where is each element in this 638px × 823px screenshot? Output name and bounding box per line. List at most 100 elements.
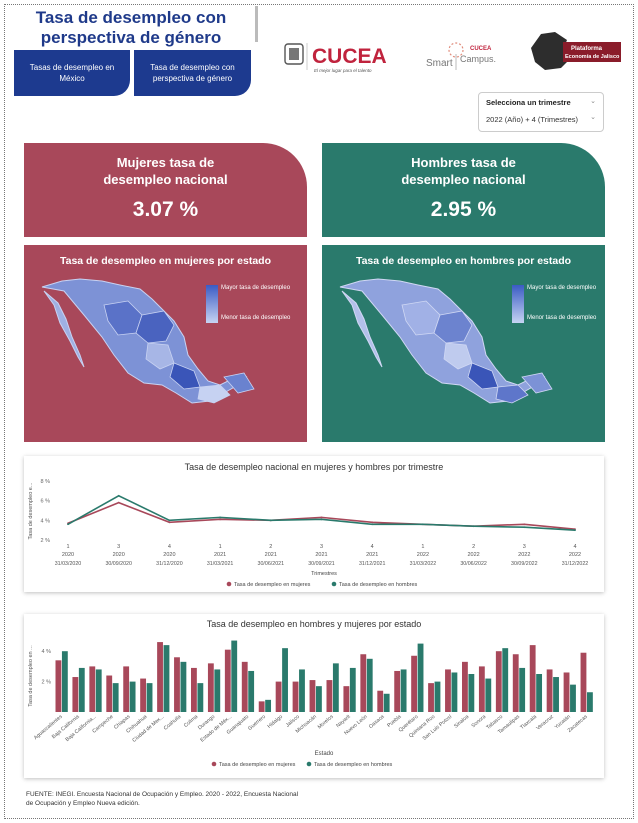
x-tick-quarter: 1 <box>219 544 222 550</box>
bar-women <box>529 645 536 712</box>
kpi-card-men: Hombres tasa de desempleo nacional 2.95 … <box>322 143 605 237</box>
bar-men <box>248 670 255 712</box>
x-tick-label: Oaxaca <box>368 714 386 730</box>
x-axis-label: Estado <box>315 751 334 757</box>
page-title: Tasa de desempleo con perspectiva de gén… <box>35 8 227 47</box>
legend-gradient <box>512 285 524 323</box>
bar-men <box>570 684 576 712</box>
bar-women <box>580 652 587 712</box>
data-point <box>168 521 171 524</box>
data-point <box>574 529 576 532</box>
quarter-selector[interactable]: Selecciona un trimestre ⌄ 2022 (Año) + 4… <box>478 92 604 132</box>
bar-men <box>78 667 85 712</box>
bar-women <box>157 642 163 712</box>
bar-women <box>275 681 282 712</box>
data-point <box>219 518 222 521</box>
footer-line-2: de Ocupación y Empleo Nueva edición. <box>26 800 140 807</box>
x-tick-quarter: 4 <box>168 544 171 550</box>
bar-women <box>462 661 468 712</box>
x-tick-year: 2021 <box>315 552 327 558</box>
y-axis-label: Tasa de desempleo en ... <box>28 645 34 707</box>
line-chart-card: Tasa de desempleo nacional en mujeres y … <box>24 456 604 592</box>
x-tick-date: 31/12/2020 <box>156 561 183 567</box>
bar-men <box>180 661 187 712</box>
x-tick-date: 31/12/2021 <box>359 561 386 567</box>
bar-women <box>191 667 197 712</box>
x-tick-year: 2021 <box>265 552 277 558</box>
bar-women <box>292 681 299 712</box>
plat-text-1: Plataforma <box>571 46 603 52</box>
bar-men <box>485 678 492 712</box>
mexico-map-women[interactable] <box>24 245 307 442</box>
series-line-women <box>67 501 576 530</box>
bar-men <box>61 651 68 712</box>
x-tick-date: 31/12/2022 <box>562 561 589 567</box>
x-tick-quarter: 3 <box>117 544 120 550</box>
bar-women <box>411 655 418 712</box>
x-tick-label: Ciudad de Mex... <box>131 714 165 744</box>
legend-label: Tasa de desempleo en mujeres <box>234 582 311 588</box>
bar-women <box>106 675 113 712</box>
nav-button-genero[interactable]: Tasa de desempleo con perspectiva de gén… <box>134 50 251 96</box>
x-tick-year: 2021 <box>214 552 226 558</box>
legend-marker-men <box>331 581 337 587</box>
bar-women <box>478 666 485 712</box>
x-tick-date: 31/03/2021 <box>207 561 234 567</box>
x-tick-quarter: 1 <box>421 544 424 550</box>
bar-men <box>146 683 153 712</box>
bar-women <box>377 690 384 712</box>
x-tick-label: Coahuila <box>163 714 183 732</box>
data-point <box>523 526 526 529</box>
cucea-tagline: El mejor lugar para el talento <box>314 68 372 73</box>
x-tick-label: Sinaloa <box>453 714 470 730</box>
kpi-women-title: Mujeres tasa de desempleo nacional <box>103 155 228 187</box>
page-frame <box>4 4 634 819</box>
plataforma-logo: Plataforma Economía de Jalisco <box>531 32 621 70</box>
line-chart[interactable]: Tasa de desempleo nacional en mujeres y … <box>24 456 604 592</box>
bar-men <box>129 681 136 712</box>
bar-women <box>55 660 62 712</box>
x-tick-quarter: 4 <box>371 544 374 550</box>
x-tick-quarter: 3 <box>523 544 526 550</box>
bar-women <box>309 680 316 712</box>
mexico-map-men[interactable] <box>322 245 605 442</box>
bar-women <box>140 678 147 712</box>
bar-women <box>343 686 350 712</box>
y-tick-label: 2 % <box>42 680 52 686</box>
kpi-women-value: 3.07 % <box>132 198 199 221</box>
chevron-down-icon[interactable]: ⌄ <box>590 114 596 121</box>
bar-men <box>112 683 119 712</box>
x-tick-date: 30/06/2022 <box>460 561 487 567</box>
map-panel-women: Tasa de desempleo en mujeres por estado … <box>24 245 307 442</box>
data-point <box>371 521 374 524</box>
selector-label: Selecciona un trimestre <box>486 98 571 107</box>
x-tick-year: 2020 <box>163 552 175 558</box>
legend-marker-women <box>226 581 232 587</box>
bar-men <box>214 669 221 712</box>
bar-men <box>553 677 559 712</box>
bar-men <box>349 667 356 712</box>
x-tick-quarter: 3 <box>320 544 323 550</box>
x-tick-year: 2022 <box>467 552 479 558</box>
legend-marker-men <box>306 761 312 767</box>
bar-men <box>468 674 475 712</box>
chevron-down-icon[interactable]: ⌄ <box>590 98 596 105</box>
data-point <box>219 516 222 519</box>
x-tick-quarter: 2 <box>472 544 475 550</box>
bar-chart[interactable]: Tasa de desempleo en hombres y mujeres p… <box>24 614 604 778</box>
x-axis-label: Trimestres <box>311 571 337 577</box>
y-tick-label: 4 % <box>42 649 52 655</box>
kpi-men-title: Hombres tasa de desempleo nacional <box>401 155 526 187</box>
jalisco-map-icon <box>531 32 571 70</box>
kpi-men-value: 2.95 % <box>430 198 497 221</box>
data-point <box>67 523 69 526</box>
data-point <box>422 523 424 526</box>
legend-low-label: Menor tasa de desempleo <box>527 315 597 321</box>
chart-title: Tasa de desempleo nacional en mujeres y … <box>185 462 444 472</box>
x-tick-year: 2022 <box>518 552 530 558</box>
bar-men <box>519 667 526 712</box>
y-tick-label: 8 % <box>41 479 51 485</box>
x-tick-quarter: 2 <box>269 544 272 550</box>
smart-text: Smart <box>426 58 453 69</box>
nav-button-mexico[interactable]: Tasas de desempleo en México <box>14 50 130 96</box>
